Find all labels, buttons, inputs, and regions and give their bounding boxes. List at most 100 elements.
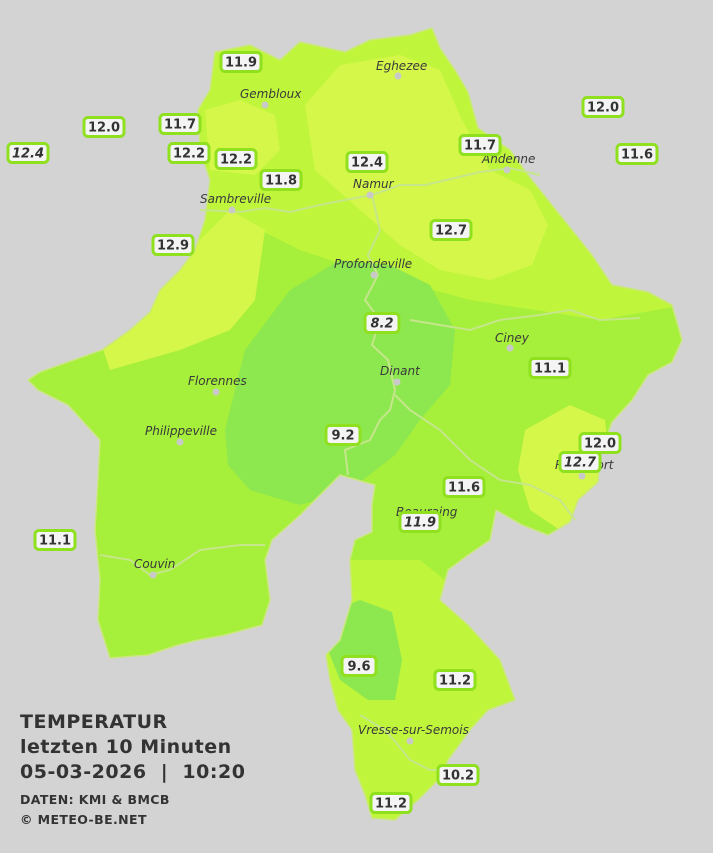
temperature-value: 11.9 — [225, 56, 257, 71]
temperature-value: 11.9 — [404, 516, 436, 531]
temperature-value: 11.1 — [534, 362, 566, 377]
temperature-reading: 9.6 — [340, 655, 378, 677]
temperature-reading: 12.0 — [578, 432, 622, 454]
temperature-value: 12.2 — [173, 147, 205, 162]
temperature-reading: 12.2 — [167, 142, 211, 164]
temperature-reading: 11.2 — [433, 669, 477, 691]
temperature-value: 12.0 — [584, 437, 616, 452]
temperature-value: 12.4 — [12, 147, 44, 162]
city-dot — [394, 72, 402, 80]
temperature-value: 11.1 — [39, 534, 71, 549]
city-dot — [506, 344, 514, 352]
temperature-reading: 12.4 — [345, 151, 389, 173]
temperature-value: 12.7 — [564, 456, 597, 471]
rivers — [99, 166, 641, 771]
temperature-reading: 11.8 — [259, 169, 303, 191]
city-label: Vresse-sur-Semois — [358, 723, 469, 737]
temperature-box — [363, 312, 401, 334]
city-label: Dinant — [380, 364, 421, 378]
city-vresse: Vresse-sur-Semois — [358, 723, 469, 745]
temperature-reading: 11.1 — [33, 529, 77, 551]
temperature-box — [528, 357, 572, 379]
map-subtitle: letzten 10 Minuten — [20, 736, 232, 758]
temperature-reading: 12.7 — [429, 219, 473, 241]
temperature-value: 11.6 — [621, 148, 653, 163]
temperature-value: 12.2 — [220, 153, 252, 168]
zone-yellow-west — [100, 210, 265, 370]
city-philippeville: Philippeville — [145, 424, 217, 446]
city-dot — [176, 438, 184, 446]
river-lesse — [394, 394, 576, 521]
temperature-value: 11.6 — [448, 481, 480, 496]
temperature-reading: 12.2 — [214, 148, 258, 170]
temperature-value: 11.2 — [439, 674, 471, 689]
city-eghezee: Eghezee — [376, 59, 427, 80]
temperature-value: 11.7 — [164, 118, 196, 133]
city-gembloux: Gembloux — [240, 87, 302, 109]
temperature-box — [581, 96, 625, 118]
temperature-value: 9.2 — [331, 429, 354, 444]
city-dot — [578, 472, 586, 480]
map-info-panel: TEMPERATUR letzten 10 Minuten 05-03-2026… — [20, 710, 245, 830]
temperature-reading: 11.6 — [442, 476, 486, 498]
temperature-box — [458, 134, 502, 156]
temperature-reading: 12.0 — [581, 96, 625, 118]
city-dot — [366, 191, 374, 199]
temperature-box — [340, 655, 378, 677]
city-dot — [503, 166, 511, 174]
city-dot — [370, 271, 378, 279]
temperature-reading: 12.9 — [151, 234, 195, 256]
temperature-value: 11.8 — [265, 174, 297, 189]
temperature-box — [214, 148, 258, 170]
temperature-reading: 8.2 — [363, 312, 401, 334]
temperature-reading: 11.9 — [398, 511, 442, 533]
city-label: Namur — [353, 177, 395, 191]
map-title: TEMPERATUR — [20, 711, 168, 733]
city-florennes: Florennes — [188, 374, 247, 396]
city-label: Eghezee — [376, 59, 427, 73]
temperature-value: 11.7 — [464, 139, 496, 154]
temperature-box — [6, 142, 50, 164]
temperature-readings: 11.9 12.0 12.4 12.0 11.7 12.2 12.2 11.8 12.4 11.7… — [6, 51, 659, 814]
temperature-box — [578, 432, 622, 454]
city-namur: Namur — [353, 177, 395, 199]
temperature-reading: 12.4 — [6, 142, 50, 164]
city-couvin: Couvin — [134, 557, 175, 579]
temperature-reading: 11.7 — [458, 134, 502, 156]
temperature-box — [259, 169, 303, 191]
city-dot — [228, 206, 236, 214]
temperature-value: 12.4 — [351, 156, 383, 171]
temperature-value: 10.2 — [442, 769, 474, 784]
city-profondeville: Profondeville — [334, 257, 412, 279]
temperature-value: 8.2 — [370, 317, 393, 332]
temperature-box — [369, 792, 413, 814]
temperature-box — [442, 476, 486, 498]
city-label: Florennes — [188, 374, 247, 388]
temperature-reading: 12.0 — [82, 116, 126, 138]
city-label: Gembloux — [240, 87, 302, 101]
city-label: Sambreville — [200, 192, 271, 206]
temperature-box — [219, 51, 263, 73]
temperature-box — [82, 116, 126, 138]
temperature-value: 12.0 — [88, 121, 120, 136]
map-datetime: 05-03-2026 | 10:20 — [20, 761, 246, 783]
temperature-box — [398, 511, 442, 533]
city-dot — [393, 378, 401, 386]
city-label: Profondeville — [334, 257, 412, 271]
city-ciney: Ciney — [495, 331, 530, 352]
city-dot — [212, 388, 220, 396]
temperature-value: 11.2 — [375, 797, 407, 812]
river-ciney — [409, 308, 641, 332]
city-dot — [261, 101, 269, 109]
temperature-reading: 12.7 — [558, 451, 602, 473]
city-label: Couvin — [134, 557, 175, 571]
city-label: Ciney — [495, 331, 530, 345]
temperature-reading: 11.9 — [219, 51, 263, 73]
temperature-box — [433, 669, 477, 691]
city-dot — [149, 571, 157, 579]
temperature-box — [167, 142, 211, 164]
temperature-reading: 9.2 — [324, 424, 362, 446]
city-sambreville: Sambreville — [200, 192, 271, 214]
temperature-reading: 11.7 — [158, 113, 202, 135]
